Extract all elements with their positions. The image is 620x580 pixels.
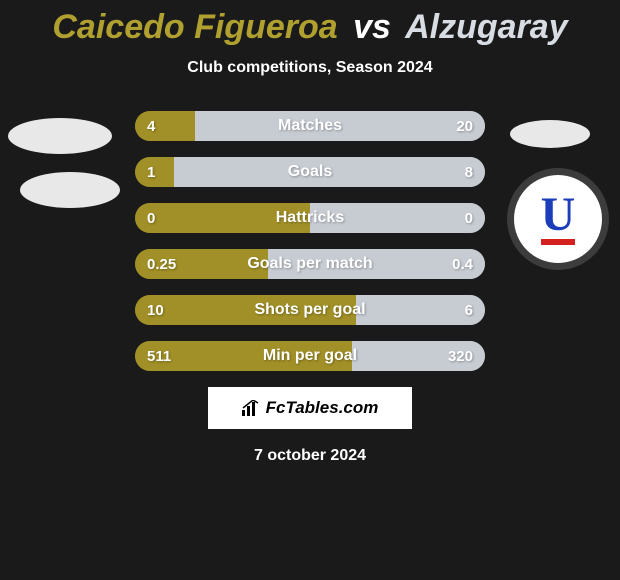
stat-row: Matches4 20 [135, 111, 485, 141]
stat-row: Min per goal511 320 [135, 341, 485, 371]
stat-value-left: 1 [147, 157, 155, 187]
player-right-name: Alzugaray [405, 8, 568, 46]
stat-value-left: 0 [147, 203, 155, 233]
player-left-name: Caicedo Figueroa [52, 8, 337, 46]
stat-label: Goals per match [135, 249, 485, 279]
stat-label: Goals [135, 157, 485, 187]
stat-label: Matches [135, 111, 485, 141]
stat-value-left: 511 [147, 341, 171, 371]
stat-row: Shots per goal10 6 [135, 295, 485, 325]
stat-value-right: 0.4 [452, 249, 473, 279]
stat-value-right: 6 [465, 295, 473, 325]
date-label: 7 october 2024 [0, 447, 620, 465]
stat-value-left: 4 [147, 111, 155, 141]
stat-row: Goals per match0.25 0.4 [135, 249, 485, 279]
attribution-text: FcTables.com [266, 398, 379, 418]
stat-label: Min per goal [135, 341, 485, 371]
stat-label: Shots per goal [135, 295, 485, 325]
comparison-title: Caicedo Figueroa vs Alzugaray [0, 0, 620, 47]
stat-bars-container: Matches4 20 Goals1 8 Hattricks0 0 Goals per ma… [0, 111, 620, 371]
stat-label: Hattricks [135, 203, 485, 233]
stat-value-right: 8 [465, 157, 473, 187]
stat-value-right: 0 [465, 203, 473, 233]
stat-value-right: 320 [448, 341, 473, 371]
attribution-badge: FcTables.com [208, 387, 412, 429]
stat-value-right: 20 [456, 111, 473, 141]
stat-value-left: 10 [147, 295, 164, 325]
stat-row: Hattricks0 0 [135, 203, 485, 233]
vs-separator: vs [353, 8, 391, 46]
stat-value-left: 0.25 [147, 249, 176, 279]
stat-row: Goals1 8 [135, 157, 485, 187]
subtitle: Club competitions, Season 2024 [0, 59, 620, 77]
chart-icon [242, 400, 260, 416]
